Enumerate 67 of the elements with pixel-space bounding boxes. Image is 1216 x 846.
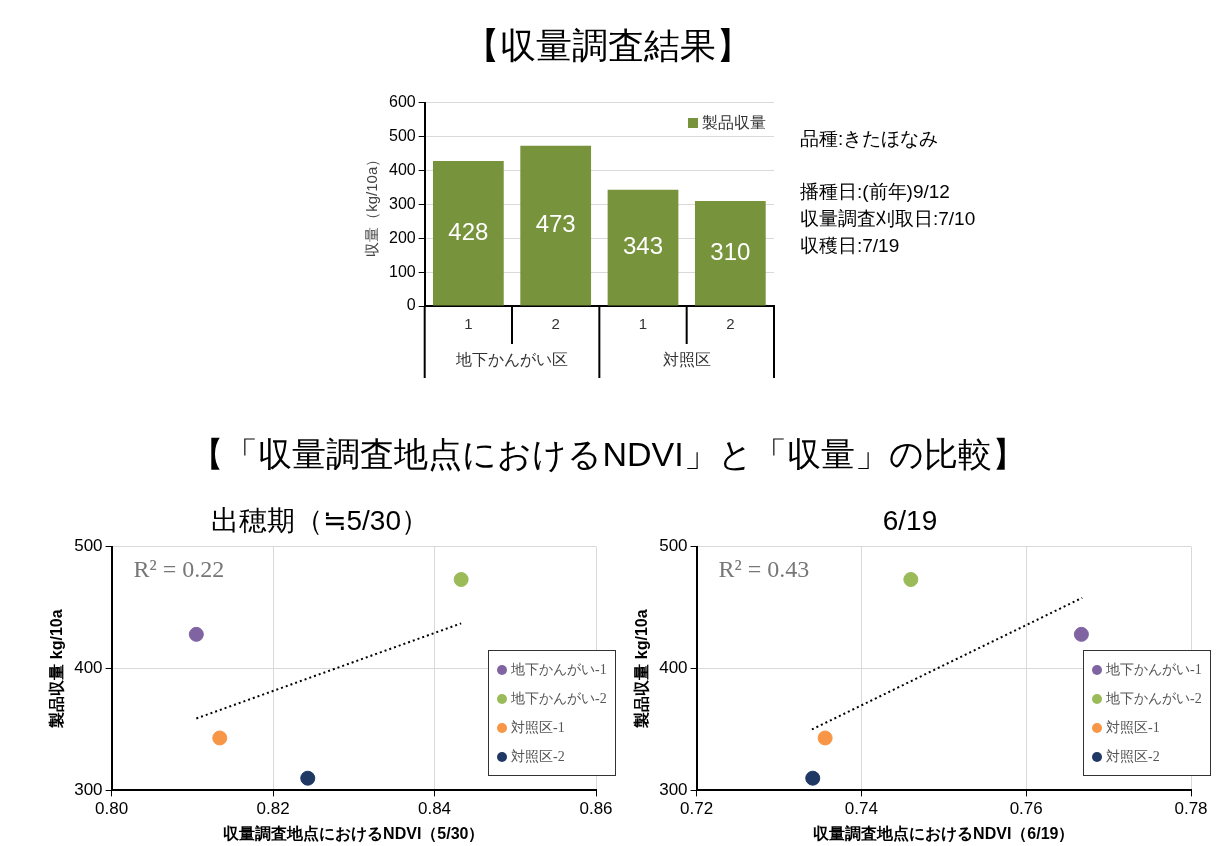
legend-label: 地下かんがい-2 [1106,689,1202,708]
x-tick-label: 0.72 [680,799,714,819]
point [188,626,204,642]
x-tick-label: 0.74 [844,799,878,819]
legend-label: 対照区-2 [1106,747,1160,766]
point [212,730,228,746]
chart-title: 6/19 [882,504,938,536]
text: 品種:きたほなみ [800,127,940,151]
text: 播種日:(前年)9/12 [800,180,951,204]
y-tick-label: 0 [406,296,416,314]
text: 収量調査刈取日:7/10 [800,207,977,231]
point [817,730,833,746]
text: 対照区 [662,351,711,369]
x-tick-label: 0.84 [417,799,452,819]
legend-label: 地下かんがい-1 [1106,660,1202,679]
y-tick-label: 400 [659,658,688,678]
legend-label: 製品収量 [702,112,766,133]
y-axis-title: 収量（kg/10a） [363,151,381,257]
y-tick-label: 300 [659,780,688,800]
point [453,572,469,588]
y-axis-title: 製品収量 kg/10a [48,609,66,729]
annotation: R² = 0.22 [133,555,225,582]
x-tick-label: 1 [638,315,648,333]
y-tick-label: 100 [388,262,416,280]
bar [520,145,592,306]
point [1073,626,1089,642]
x-tick-label: 0.82 [256,799,290,819]
y-axis-title: 製品収量 kg/10a [633,609,651,729]
bar [694,200,766,306]
x-tick-label: 0.76 [1009,799,1043,819]
x-tick-label: 2 [726,315,735,333]
x-tick-label: 2 [551,315,560,333]
text: 【「収量調査地点におけるNDVI」と「収量」の比較】 [189,434,1027,475]
y-tick-label: 500 [74,536,103,556]
x-axis-title: 収量調査地点におけるNDVI（5/30） [223,824,485,843]
y-tick-label: 300 [74,780,103,800]
legend-label: 対照区-1 [511,718,565,737]
chart-title: 【収量調査結果】 [463,24,753,68]
text: 収穫日:7/19 [800,234,901,258]
annotation: R² = 0.43 [718,555,810,582]
y-tick-label: 600 [388,93,416,111]
data-label: 310 [710,237,751,265]
legend-label: 対照区-1 [1106,718,1160,737]
y-tick-label: 500 [388,126,416,144]
x-tick-label: 0.86 [579,799,613,819]
point [300,770,316,786]
data-label: 473 [535,210,576,238]
point [805,770,821,786]
x-tick-label: 0.78 [1174,799,1208,819]
y-tick-label: 500 [659,536,688,556]
chart-title: 出穂期（≒5/30） [211,504,429,536]
y-tick-label: 300 [388,194,416,212]
bar [607,189,679,306]
x-axis-title: 収量調査地点におけるNDVI（6/19） [813,824,1075,843]
y-tick-label: 200 [388,228,416,246]
legend-label: 地下かんがい-2 [511,689,607,708]
legend-label: 地下かんがい-1 [511,660,607,679]
x-tick-label: 1 [464,315,473,333]
y-tick-label: 400 [388,160,416,178]
legend-label: 対照区-2 [511,747,565,766]
text: 地下かんがい区 [455,351,569,369]
data-label: 343 [622,232,664,260]
y-tick-label: 400 [74,658,103,678]
x-tick-label: 0.80 [95,799,129,819]
bar [432,160,504,306]
point [903,572,919,588]
data-label: 428 [448,217,489,245]
